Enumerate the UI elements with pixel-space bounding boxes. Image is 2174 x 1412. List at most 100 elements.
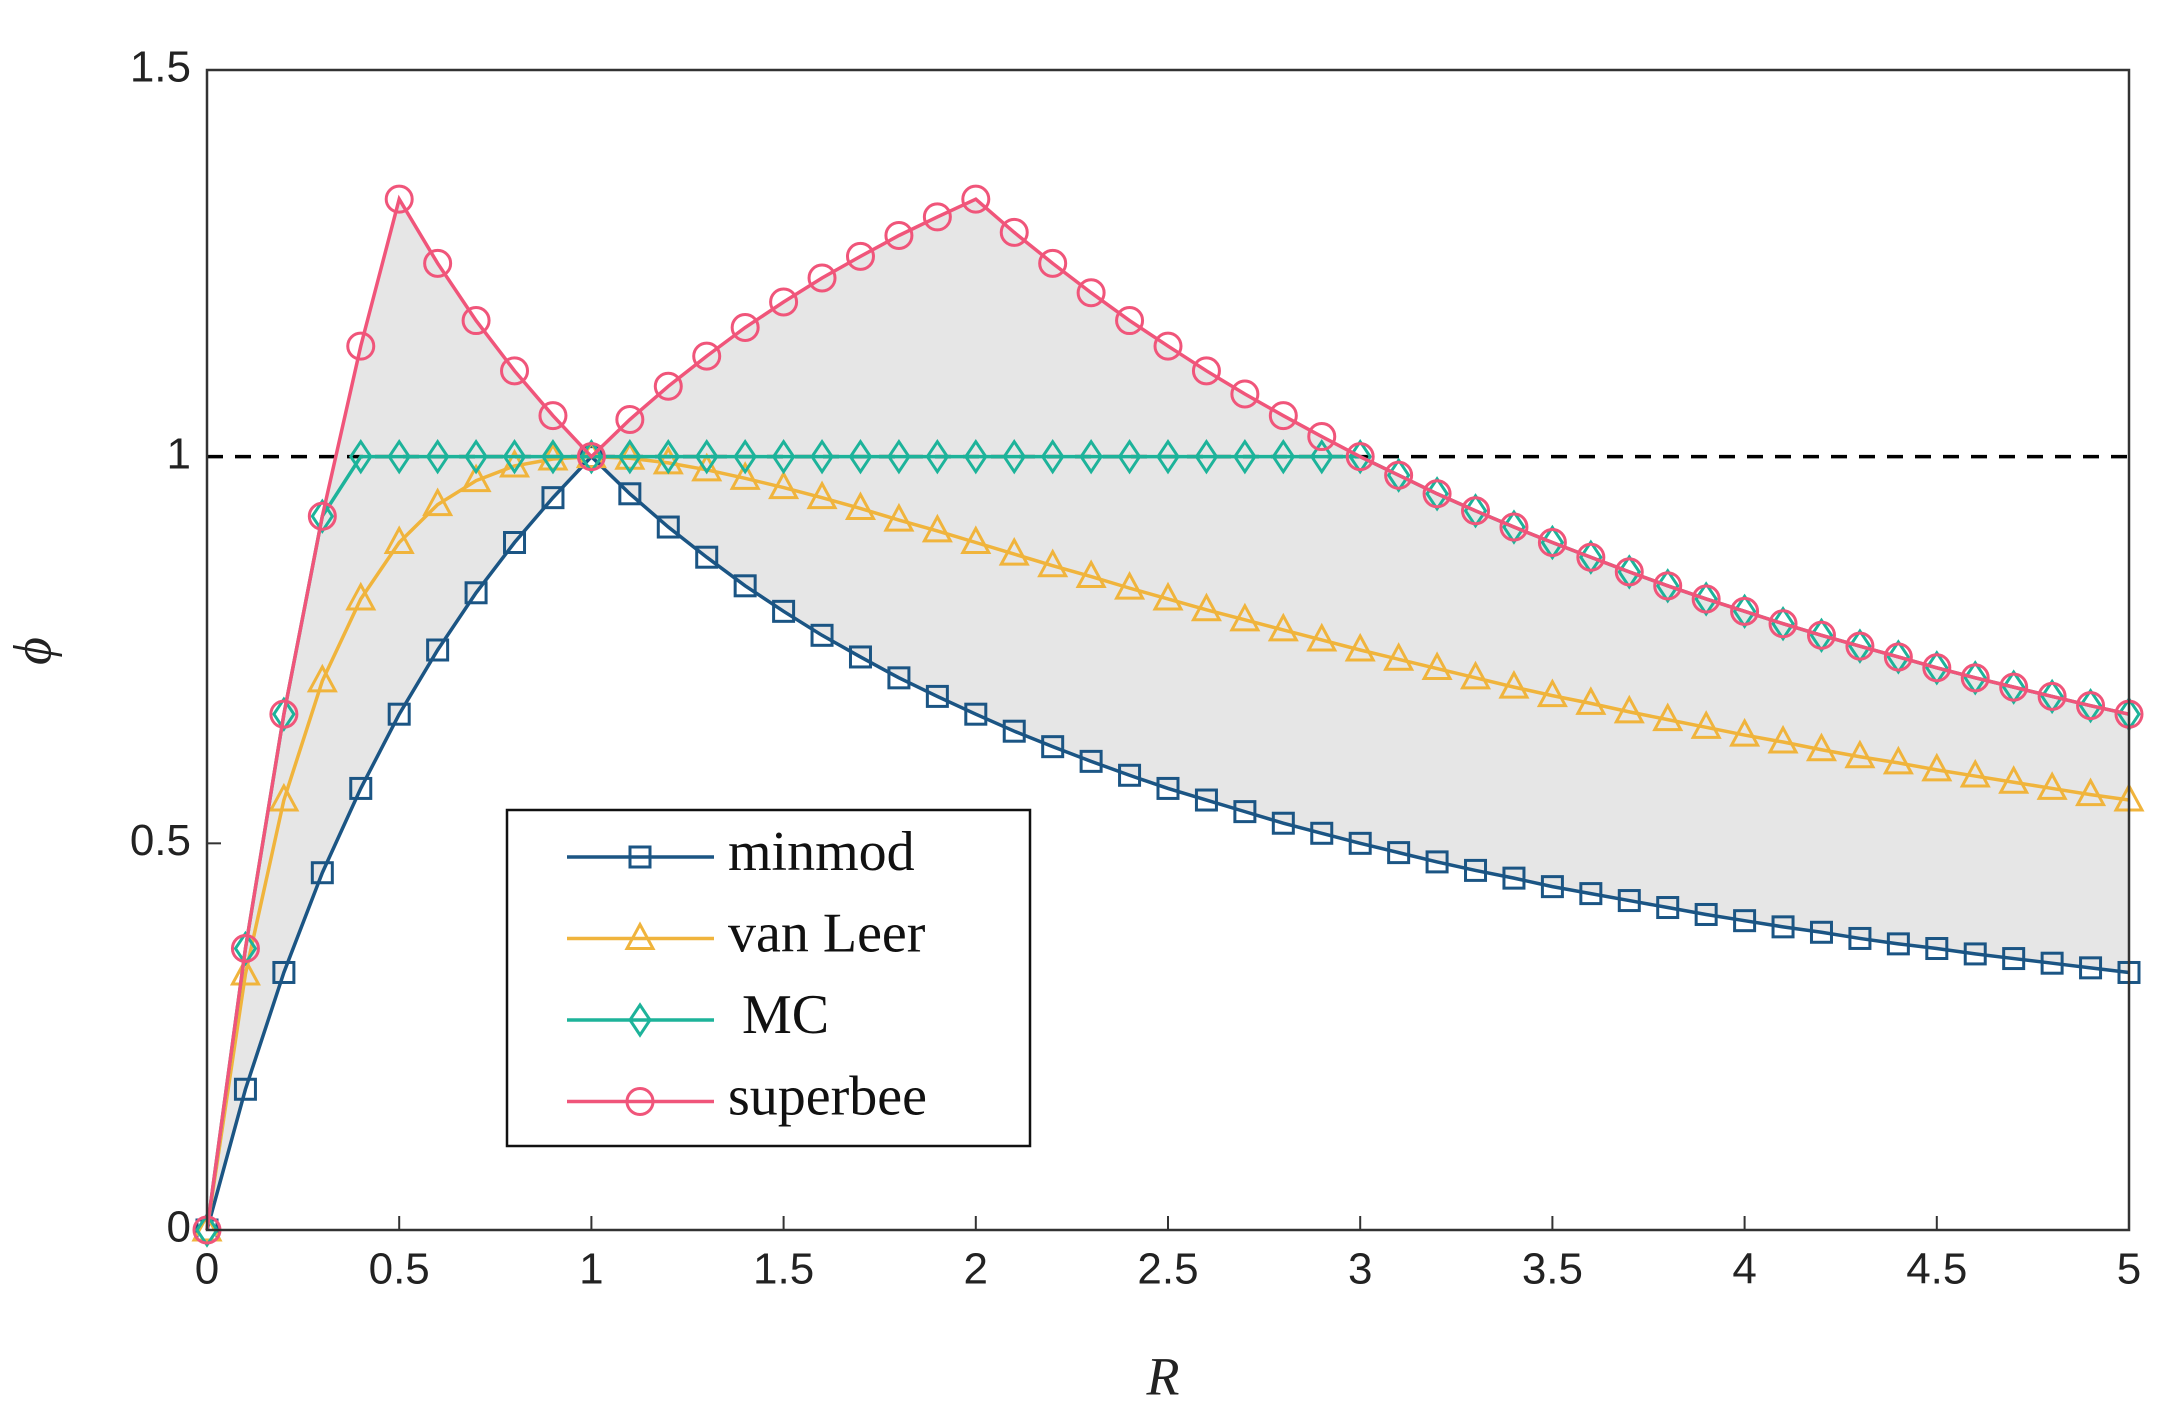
data-point — [2075, 777, 2107, 807]
data-point — [1614, 557, 1644, 587]
legend-label: MC — [728, 984, 829, 1046]
data-point — [306, 663, 338, 693]
data-point — [964, 702, 988, 726]
data-point — [1579, 882, 1603, 906]
data-point — [1118, 763, 1142, 787]
data-point — [1461, 496, 1491, 526]
data-point — [1233, 438, 1257, 475]
x-tick-label: 1.5 — [753, 1245, 814, 1294]
x-tick-label: 1 — [579, 1245, 603, 1294]
data-point — [1115, 306, 1145, 336]
data-point — [733, 574, 757, 598]
data-point — [2076, 691, 2106, 721]
data-point — [503, 531, 527, 555]
data-point — [848, 438, 873, 475]
data-point — [1117, 438, 1142, 475]
data-point — [425, 438, 450, 475]
data-point — [191, 1212, 223, 1242]
series-line — [205, 454, 2130, 1231]
data-point — [1384, 460, 1414, 490]
data-point — [653, 371, 683, 401]
data-point — [769, 287, 799, 317]
data-point — [1805, 732, 1837, 762]
legend: minmod van Leer MC superbee — [505, 808, 1032, 1148]
data-point — [1463, 493, 1488, 529]
data-point — [1460, 660, 1492, 690]
data-point — [807, 263, 837, 293]
data-point — [1499, 512, 1529, 542]
data-point — [1575, 686, 1607, 715]
data-point — [999, 217, 1029, 247]
data-point — [348, 438, 373, 475]
data-point — [1310, 821, 1334, 845]
plot-frame — [205, 68, 2131, 1232]
y-tick-label: 1.5 — [130, 43, 191, 92]
data-point — [1656, 896, 1680, 920]
data-point — [576, 442, 606, 472]
data-point — [2001, 669, 2026, 705]
data-point — [1387, 841, 1411, 865]
data-point — [691, 452, 723, 482]
data-point — [1190, 592, 1222, 622]
data-point — [1921, 752, 1953, 782]
data-point — [1079, 438, 1103, 475]
data-point — [1502, 509, 1526, 545]
x-tick-label: 4 — [1732, 1245, 1756, 1294]
data-point — [1041, 735, 1065, 759]
data-point — [1730, 596, 1760, 626]
data-point — [269, 699, 299, 729]
data-point — [460, 463, 492, 493]
data-point — [1848, 628, 1872, 664]
data-point — [1694, 581, 1718, 617]
data-point — [268, 782, 300, 812]
data-point — [1729, 717, 1761, 747]
data-point — [1498, 669, 1530, 699]
data-point — [1152, 581, 1184, 611]
x-tick-label: 0 — [195, 1245, 219, 1294]
data-point — [1576, 542, 1606, 572]
data-point — [1156, 776, 1180, 800]
data-point — [1421, 651, 1453, 681]
data-point — [502, 438, 527, 475]
data-point — [844, 491, 876, 520]
data-point — [307, 501, 337, 531]
data-point — [810, 623, 834, 647]
data-point — [387, 702, 411, 726]
x-axis-label: R — [1146, 1346, 1180, 1406]
data-point — [230, 934, 260, 964]
data-point — [1348, 831, 1372, 855]
data-point — [1536, 678, 1568, 708]
data-point — [1959, 758, 1991, 788]
data-point — [1963, 942, 1987, 966]
data-point — [1617, 889, 1641, 913]
data-point — [1886, 932, 1910, 956]
data-point — [1271, 438, 1296, 475]
data-point — [2037, 681, 2067, 711]
x-tick-label: 0.5 — [369, 1245, 430, 1294]
data-point — [500, 356, 530, 386]
data-point — [921, 513, 953, 543]
data-point — [1002, 719, 1026, 743]
data-point — [2078, 687, 2103, 724]
data-point — [922, 202, 952, 232]
data-point — [960, 525, 992, 555]
legend-marker — [625, 1087, 655, 1116]
data-point — [541, 486, 565, 510]
legend-label: minmod — [728, 821, 915, 883]
data-point — [1999, 672, 2029, 702]
data-point — [1694, 902, 1718, 926]
data-point — [349, 776, 373, 800]
data-point — [1002, 438, 1027, 475]
data-point — [575, 439, 607, 469]
data-point — [1848, 926, 1872, 950]
data-point — [1809, 617, 1834, 654]
data-point — [1613, 694, 1645, 724]
data-point — [541, 438, 565, 475]
data-point — [272, 960, 296, 984]
data-point — [1652, 702, 1684, 732]
data-point — [1925, 937, 1949, 961]
data-point — [656, 438, 681, 475]
data-point — [1771, 915, 1795, 939]
x-tick-label: 2 — [964, 1245, 988, 1294]
